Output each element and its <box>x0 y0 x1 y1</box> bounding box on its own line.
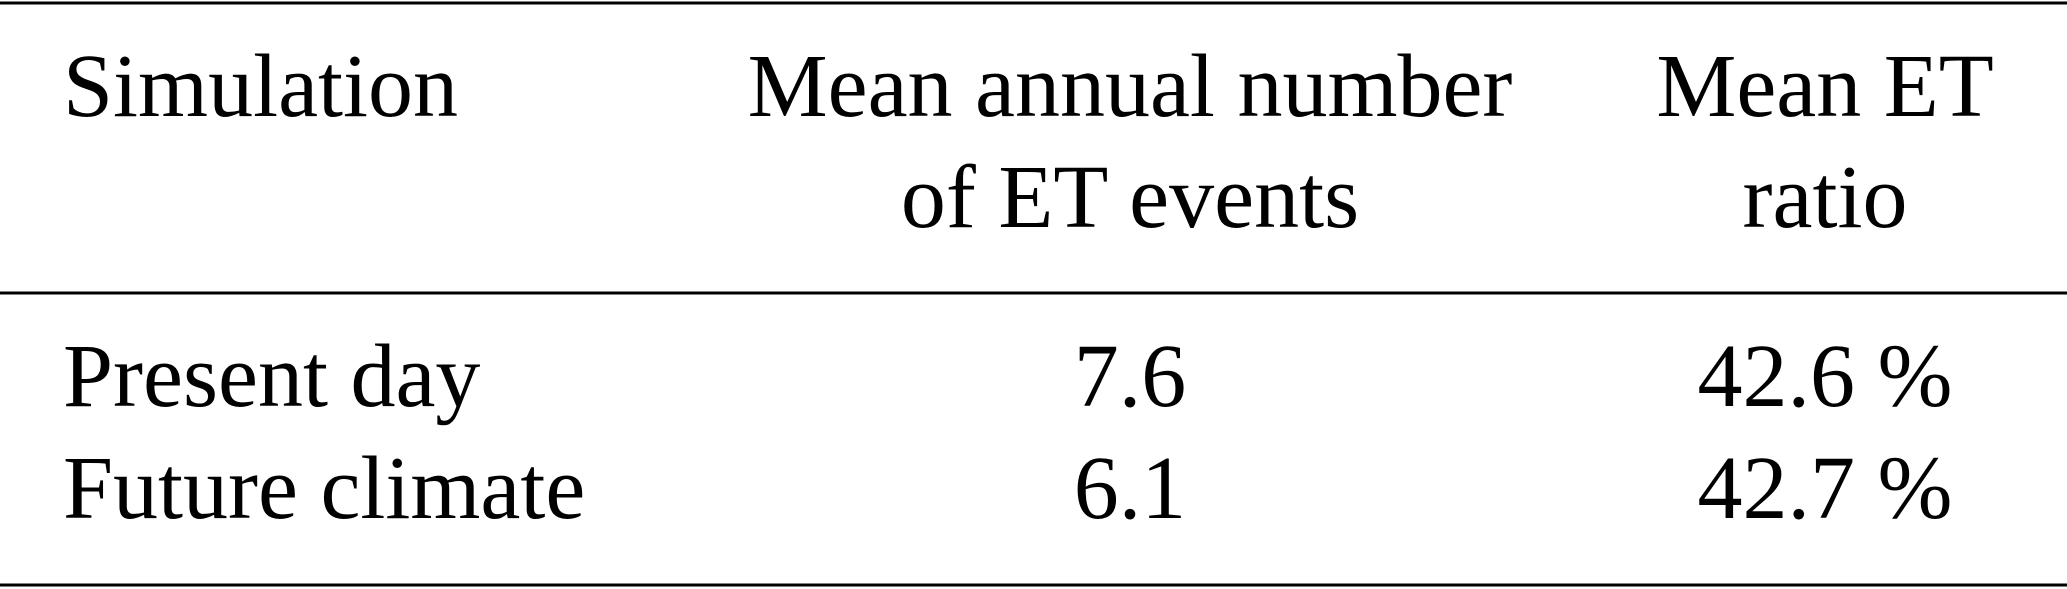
header-cell: Mean ET <box>1656 37 1993 136</box>
table-cell: Future climate <box>63 439 585 538</box>
table-cell: 42.7 % <box>1698 439 1953 538</box>
header-cell: of ET events <box>901 148 1359 247</box>
table-cell: Present day <box>63 327 480 426</box>
header-cell: Mean annual number <box>748 37 1513 136</box>
table-cell: 42.6 % <box>1698 327 1953 426</box>
header-cell: Simulation <box>63 37 458 136</box>
table-cell: 7.6 <box>1074 327 1187 426</box>
header-cell: ratio <box>1743 148 1908 247</box>
table-cell: 6.1 <box>1074 439 1187 538</box>
